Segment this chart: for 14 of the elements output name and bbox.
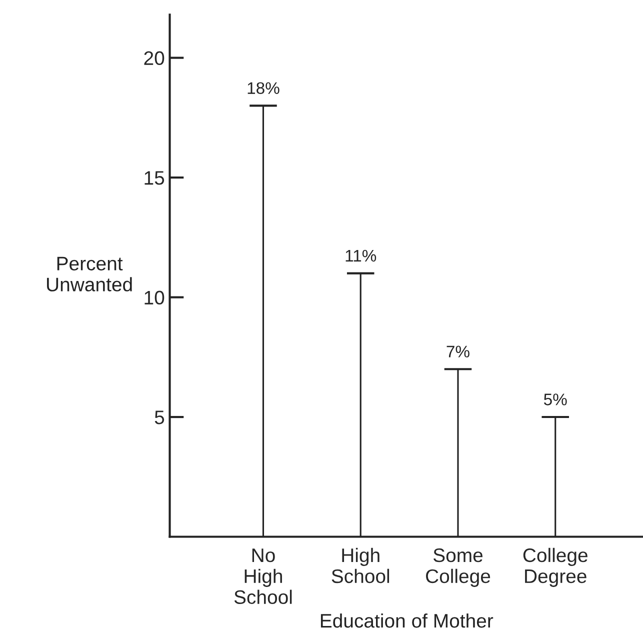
y-tick-label: 20: [144, 51, 164, 66]
x-tick-label: High School: [332, 548, 390, 584]
x-tick-label: No High School: [234, 548, 292, 604]
data-label: 7%: [446, 346, 470, 358]
data-label: 18%: [248, 82, 280, 94]
y-tick-label: 15: [144, 171, 164, 185]
y-axis-title: Percent Unwanted: [47, 256, 132, 292]
y-tick-label: 5: [154, 410, 164, 424]
data-label: 5%: [544, 394, 567, 406]
data-label: 11%: [346, 250, 376, 262]
y-tick-label: 10: [144, 290, 164, 305]
x-tick-label: Some College: [426, 548, 490, 587]
x-axis-title: Education of Mother: [320, 613, 494, 628]
x-tick-label: College Degree: [523, 548, 588, 587]
